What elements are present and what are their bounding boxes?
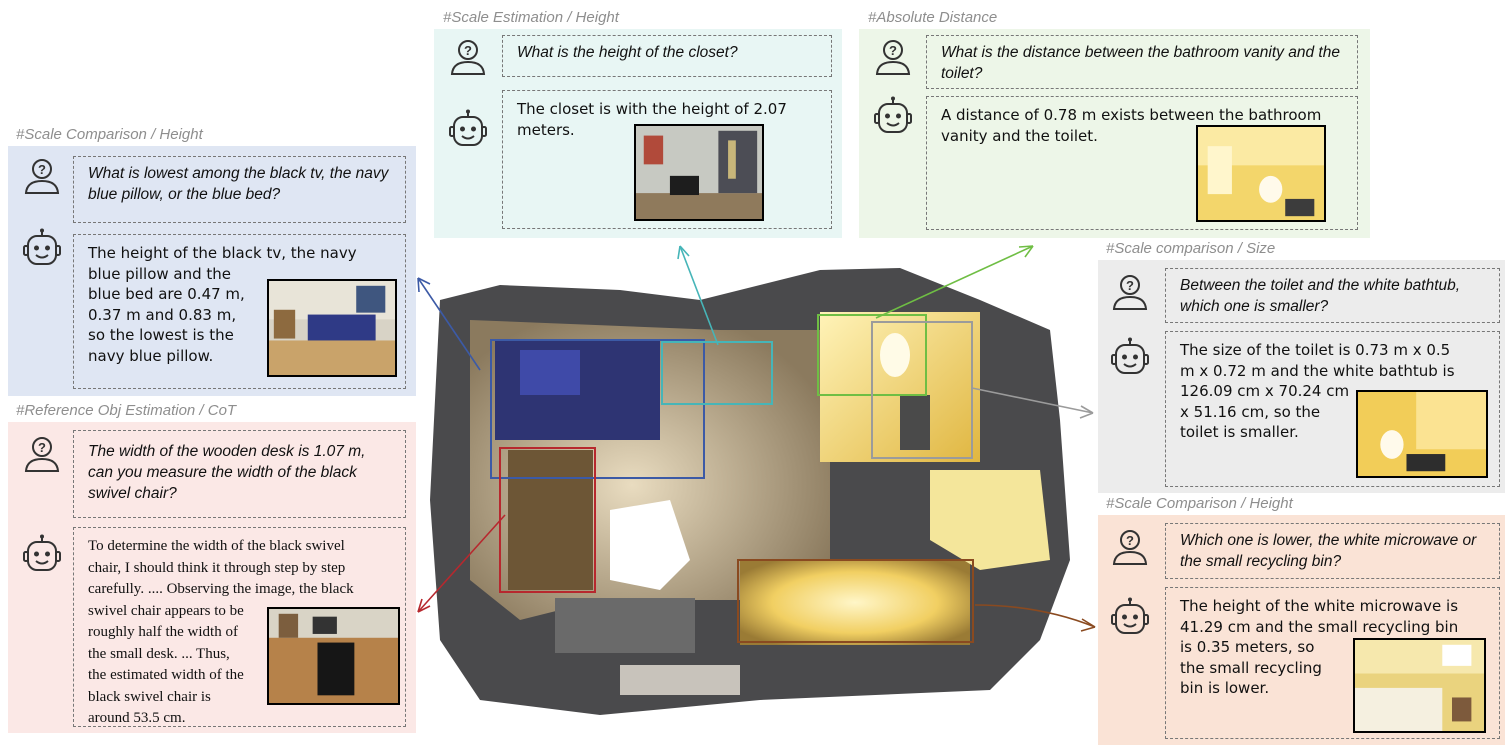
tag-scale-comparison-height: #Scale Comparison / Height bbox=[16, 126, 203, 143]
tag-scale-comparison-height-2: #Scale Comparison / Height bbox=[1106, 495, 1293, 512]
photo-kitchen bbox=[1353, 638, 1486, 733]
question-box: What is the distance between the bathroo… bbox=[926, 35, 1358, 89]
answer-box: The closet is with the height of 2.07 me… bbox=[502, 90, 832, 229]
answer-box: The height of the white microwave is 41.… bbox=[1165, 587, 1500, 739]
tag-scale-estimation-height: #Scale Estimation / Height bbox=[443, 9, 619, 26]
bbox-blue-bed bbox=[490, 339, 705, 479]
answer-box: A distance of 0.78 m exists between the … bbox=[926, 96, 1358, 230]
scene-desk bbox=[508, 450, 593, 590]
photo-closet bbox=[634, 124, 764, 221]
tag-reference-obj-estimation: #Reference Obj Estimation / CoT bbox=[16, 402, 237, 419]
question-box: Which one is lower, the white microwave … bbox=[1165, 523, 1500, 579]
answer-text: A distance of 0.78 m exists between the … bbox=[941, 106, 1322, 145]
answer-box: The height of the black tv, the navy blu… bbox=[73, 234, 406, 389]
tag-absolute-distance: #Absolute Distance bbox=[868, 9, 998, 26]
answer-box: The size of the toilet is 0.73 m x 0.5 m… bbox=[1165, 331, 1500, 487]
arrow-red bbox=[417, 514, 506, 613]
tag-scale-comparison-size: #Scale comparison / Size bbox=[1106, 240, 1276, 257]
scene-couch bbox=[555, 598, 695, 653]
user-question-icon bbox=[873, 37, 913, 77]
panel-scale-comparison-height: What is lowest among the black tv, the n… bbox=[8, 146, 416, 396]
panel-reference-obj-estimation: The width of the wooden desk is 1.07 m, … bbox=[8, 422, 416, 733]
user-question-icon bbox=[22, 434, 62, 474]
bbox-gray-bathtub bbox=[871, 321, 973, 459]
question-box: The width of the wooden desk is 1.07 m, … bbox=[73, 430, 406, 518]
user-question-icon bbox=[1110, 527, 1150, 567]
answer-box: To determine the width of the black swiv… bbox=[73, 527, 406, 727]
robot-icon bbox=[22, 228, 62, 268]
photo-bedroom bbox=[267, 279, 397, 377]
robot-icon bbox=[1110, 597, 1150, 637]
arrow-brown bbox=[974, 604, 1096, 632]
panel-scale-comparison-height-2: Which one is lower, the white microwave … bbox=[1098, 515, 1505, 745]
arrow-cyan bbox=[677, 245, 719, 346]
arrow-blue bbox=[417, 277, 481, 371]
question-box: What is lowest among the black tv, the n… bbox=[73, 156, 406, 223]
photo-bathtub bbox=[1356, 390, 1488, 478]
user-question-icon bbox=[1110, 272, 1150, 312]
robot-icon bbox=[22, 534, 62, 574]
question-box: What is the height of the closet? bbox=[502, 35, 832, 77]
user-question-icon bbox=[22, 156, 62, 196]
robot-icon bbox=[873, 96, 913, 136]
robot-icon bbox=[448, 109, 488, 149]
arrow-gray bbox=[971, 387, 1094, 419]
panel-scale-estimation-height: What is the height of the closet? The cl… bbox=[434, 29, 842, 238]
panel-absolute-distance: What is the distance between the bathroo… bbox=[859, 29, 1370, 238]
arrow-green bbox=[875, 245, 1034, 319]
user-question-icon bbox=[448, 37, 488, 77]
robot-icon bbox=[1110, 337, 1150, 377]
scene-kitchen bbox=[740, 560, 970, 645]
photo-desk-chair bbox=[267, 607, 400, 705]
bbox-brown-kitchen bbox=[737, 559, 974, 643]
photo-bathroom bbox=[1196, 125, 1326, 222]
question-box: Between the toilet and the white bathtub… bbox=[1165, 268, 1500, 323]
panel-scale-comparison-size: Between the toilet and the white bathtub… bbox=[1098, 260, 1505, 493]
